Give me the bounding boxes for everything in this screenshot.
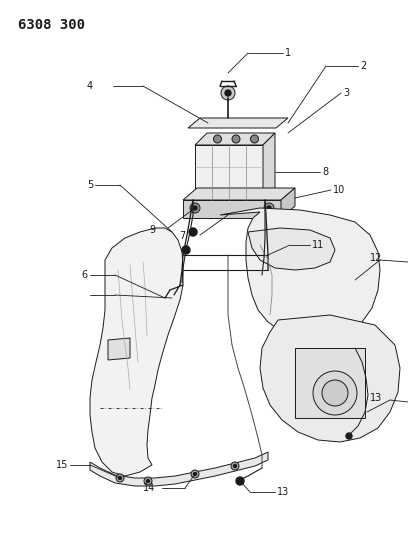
Polygon shape: [90, 452, 268, 486]
Circle shape: [144, 477, 152, 485]
Text: 12: 12: [370, 253, 382, 263]
Circle shape: [189, 228, 197, 236]
Text: 7: 7: [179, 231, 185, 241]
Polygon shape: [183, 200, 281, 218]
Text: 13: 13: [277, 487, 289, 497]
Circle shape: [231, 462, 239, 470]
Polygon shape: [195, 133, 275, 145]
Polygon shape: [263, 133, 275, 200]
Circle shape: [225, 90, 231, 96]
Text: 15: 15: [55, 460, 68, 470]
Polygon shape: [281, 188, 295, 218]
Circle shape: [213, 135, 222, 143]
Circle shape: [118, 477, 122, 480]
Circle shape: [322, 380, 348, 406]
Text: 4: 4: [87, 81, 93, 91]
Polygon shape: [248, 228, 335, 270]
Text: 2: 2: [360, 61, 366, 71]
Circle shape: [233, 464, 237, 467]
Polygon shape: [188, 118, 288, 128]
Polygon shape: [260, 315, 400, 442]
Circle shape: [264, 203, 274, 213]
Circle shape: [346, 433, 352, 439]
Circle shape: [236, 477, 244, 485]
Circle shape: [251, 135, 259, 143]
Circle shape: [193, 206, 197, 210]
Text: 6308 300: 6308 300: [18, 18, 85, 32]
Polygon shape: [90, 228, 183, 476]
Circle shape: [232, 135, 240, 143]
Text: 10: 10: [333, 185, 345, 195]
Text: 11: 11: [312, 240, 324, 250]
Circle shape: [146, 480, 149, 482]
Polygon shape: [220, 208, 380, 340]
Circle shape: [193, 472, 197, 475]
Circle shape: [267, 206, 271, 210]
Text: 14: 14: [143, 483, 155, 493]
Polygon shape: [108, 338, 130, 360]
Polygon shape: [195, 145, 263, 200]
Text: 1: 1: [285, 48, 291, 58]
Circle shape: [190, 203, 200, 213]
Circle shape: [116, 474, 124, 482]
Text: 5: 5: [87, 180, 93, 190]
Circle shape: [182, 246, 190, 254]
Circle shape: [221, 86, 235, 100]
Polygon shape: [295, 348, 365, 418]
Text: 13: 13: [370, 393, 382, 403]
Text: 6: 6: [82, 270, 88, 280]
Circle shape: [191, 470, 199, 478]
Text: 3: 3: [343, 88, 349, 98]
Text: 8: 8: [322, 167, 328, 177]
Circle shape: [313, 371, 357, 415]
Polygon shape: [183, 188, 295, 200]
Circle shape: [223, 88, 233, 98]
Text: 9: 9: [149, 225, 155, 235]
